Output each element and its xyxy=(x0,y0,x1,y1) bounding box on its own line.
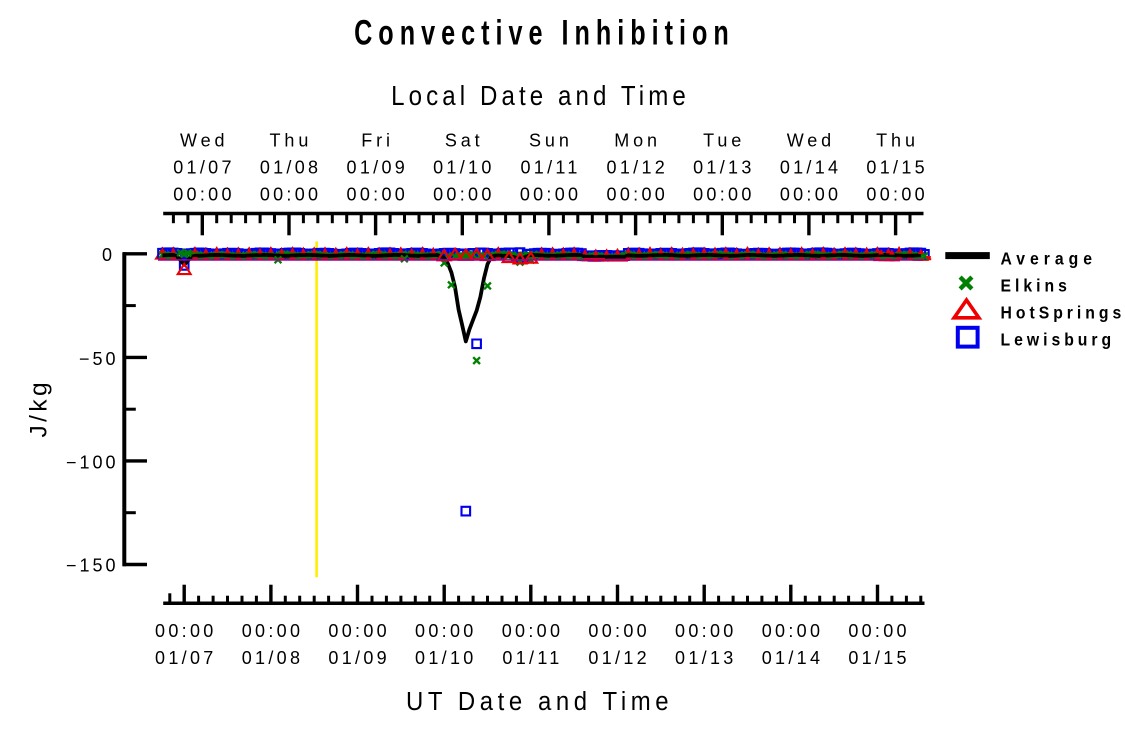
svg-text:01/12: 01/12 xyxy=(607,157,669,177)
svg-text:00:00: 00:00 xyxy=(502,621,564,641)
svg-text:Thu: Thu xyxy=(270,130,313,150)
svg-text:01/12: 01/12 xyxy=(588,648,650,668)
svg-text:UT Date and Time: UT Date and Time xyxy=(406,687,673,716)
svg-text:00:00: 00:00 xyxy=(155,621,217,641)
svg-text:Lewisburg: Lewisburg xyxy=(1001,330,1116,350)
svg-text:00:00: 00:00 xyxy=(675,621,737,641)
svg-text:00:00: 00:00 xyxy=(848,621,910,641)
svg-text:01/13: 01/13 xyxy=(675,648,737,668)
svg-text:Fri: Fri xyxy=(361,130,394,150)
svg-text:Local Date and Time: Local Date and Time xyxy=(391,79,690,111)
svg-text:HotSprings: HotSprings xyxy=(1001,303,1125,323)
svg-text:Wed: Wed xyxy=(180,130,228,150)
svg-text:01/10: 01/10 xyxy=(415,648,477,668)
svg-text:00:00: 00:00 xyxy=(866,184,928,204)
svg-text:Sat: Sat xyxy=(445,130,484,150)
svg-text:00:00: 00:00 xyxy=(607,184,669,204)
svg-text:Convective Inhibition: Convective Inhibition xyxy=(354,14,735,53)
svg-text:01/08: 01/08 xyxy=(242,648,304,668)
svg-text:Elkins: Elkins xyxy=(1001,276,1071,296)
svg-text:01/07: 01/07 xyxy=(173,157,235,177)
svg-text:00:00: 00:00 xyxy=(520,184,582,204)
svg-text:01/07: 01/07 xyxy=(155,648,217,668)
svg-text:00:00: 00:00 xyxy=(328,621,390,641)
svg-text:00:00: 00:00 xyxy=(693,184,755,204)
svg-text:0: 0 xyxy=(102,245,114,265)
svg-text:01/09: 01/09 xyxy=(328,648,390,668)
svg-text:00:00: 00:00 xyxy=(433,184,495,204)
svg-text:00:00: 00:00 xyxy=(780,184,842,204)
svg-text:Thu: Thu xyxy=(876,130,919,150)
svg-text:00:00: 00:00 xyxy=(347,184,409,204)
svg-text:−100: −100 xyxy=(66,452,119,472)
svg-text:00:00: 00:00 xyxy=(173,184,235,204)
svg-text:00:00: 00:00 xyxy=(260,184,322,204)
svg-text:00:00: 00:00 xyxy=(762,621,824,641)
svg-text:01/11: 01/11 xyxy=(520,157,580,177)
svg-text:00:00: 00:00 xyxy=(415,621,477,641)
svg-text:01/11: 01/11 xyxy=(502,648,562,668)
svg-text:01/15: 01/15 xyxy=(848,648,910,668)
svg-text:J/kg: J/kg xyxy=(26,379,53,438)
svg-text:01/09: 01/09 xyxy=(347,157,409,177)
svg-text:Average: Average xyxy=(1001,249,1098,269)
svg-text:Mon: Mon xyxy=(614,130,661,150)
svg-text:01/14: 01/14 xyxy=(780,157,842,177)
svg-text:Tue: Tue xyxy=(703,130,745,150)
svg-text:Wed: Wed xyxy=(787,130,835,150)
svg-text:01/14: 01/14 xyxy=(762,648,824,668)
svg-text:00:00: 00:00 xyxy=(588,621,650,641)
svg-text:−150: −150 xyxy=(66,555,119,575)
svg-text:01/15: 01/15 xyxy=(866,157,928,177)
svg-text:01/10: 01/10 xyxy=(433,157,495,177)
svg-text:01/08: 01/08 xyxy=(260,157,322,177)
svg-text:00:00: 00:00 xyxy=(242,621,304,641)
svg-text:Sun: Sun xyxy=(529,130,573,150)
svg-text:−50: −50 xyxy=(79,349,119,369)
svg-text:01/13: 01/13 xyxy=(693,157,755,177)
